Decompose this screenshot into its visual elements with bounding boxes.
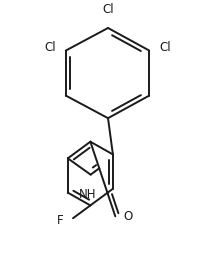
Text: O: O xyxy=(123,210,132,223)
Text: Cl: Cl xyxy=(44,41,56,54)
Text: NH: NH xyxy=(79,188,96,201)
Text: Cl: Cl xyxy=(102,3,114,16)
Text: Cl: Cl xyxy=(159,41,171,54)
Text: F: F xyxy=(57,214,63,227)
